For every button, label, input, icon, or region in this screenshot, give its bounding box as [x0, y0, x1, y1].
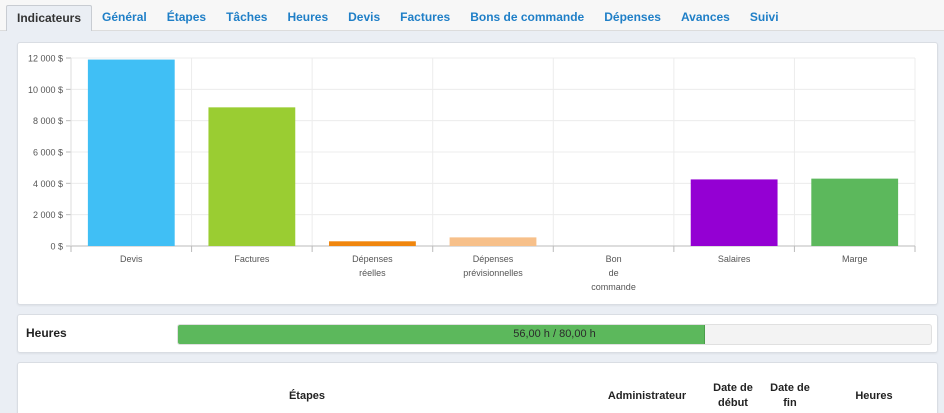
x-tick-label: Bon [606, 254, 622, 264]
x-tick-label: commande [591, 282, 636, 292]
tab-etapes[interactable]: Étapes [166, 10, 207, 24]
bar-1 [87, 59, 175, 246]
y-tick-label: 10 000 $ [28, 85, 63, 95]
x-tick-label: Devis [120, 254, 143, 264]
column-header-steps[interactable]: Étapes [288, 390, 326, 402]
tab-factures[interactable]: Factures [400, 10, 451, 24]
bar-4 [449, 237, 537, 246]
x-tick-label: Marge [842, 254, 868, 264]
bar-chart: 0 $ 2 000 $ 4 000 $ 6 000 $ 8 000 $ 10 000 $ 1… [28, 54, 916, 292]
bar-7 [811, 178, 899, 246]
indicators-chart-panel: 0 $ 2 000 $ 4 000 $ 6 000 $ 8 000 $ 10 000 $ 1… [17, 42, 938, 305]
y-tick-label: 12 000 $ [28, 54, 63, 64]
tab-indicateurs[interactable]: Indicateurs [6, 5, 93, 31]
hours-label: Heures [26, 326, 67, 340]
y-tick-label: 2 000 $ [33, 210, 63, 220]
y-tick-label: 4 000 $ [33, 179, 63, 189]
hours-panel: Heures 56,00 h / 80,00 h [17, 314, 938, 353]
bar-2 [208, 107, 296, 246]
tab-taches[interactable]: Tâches [226, 10, 268, 24]
tab-avances[interactable]: Avances [680, 10, 730, 24]
column-header-administrator[interactable]: Administrateur [607, 390, 687, 402]
x-tick-label: réelles [359, 268, 386, 278]
tab-depenses[interactable]: Dépenses [604, 10, 661, 24]
y-tick-label: 6 000 $ [33, 148, 63, 158]
x-tick-label: Dépenses [473, 254, 514, 264]
tab-bar: Indicateurs Général Étapes Tâches Heures Devi… [0, 0, 944, 31]
tab-bons-de-commande[interactable]: Bons de commande [470, 10, 585, 24]
y-tick-label: 0 $ [50, 242, 63, 252]
x-tick-label: de [609, 268, 619, 278]
tab-suivi[interactable]: Suivi [749, 10, 779, 24]
column-header-start-date[interactable]: Date de début [713, 382, 753, 409]
column-header-end-date[interactable]: Date de fin [770, 382, 810, 409]
x-tick-label: Salaires [718, 254, 751, 264]
hours-progress-bar: 56,00 h / 80,00 h [177, 324, 932, 345]
tab-heures[interactable]: Heures [287, 10, 329, 24]
bar-6 [690, 179, 778, 246]
x-tick-label: Dépenses [352, 254, 393, 264]
steps-table-panel: Étapes Administrateur Date de début Date… [17, 362, 938, 413]
hours-progress-text: 56,00 h / 80,00 h [513, 328, 596, 340]
column-header-hours[interactable]: Heures [855, 390, 893, 402]
x-tick-label: prévisionnelles [463, 268, 523, 278]
bar-3 [329, 241, 416, 246]
x-tick-label: Factures [234, 254, 270, 264]
tab-devis[interactable]: Devis [348, 10, 381, 24]
y-tick-label: 8 000 $ [33, 116, 63, 126]
tab-general[interactable]: Général [102, 10, 147, 24]
hours-progress-fill [178, 325, 706, 344]
